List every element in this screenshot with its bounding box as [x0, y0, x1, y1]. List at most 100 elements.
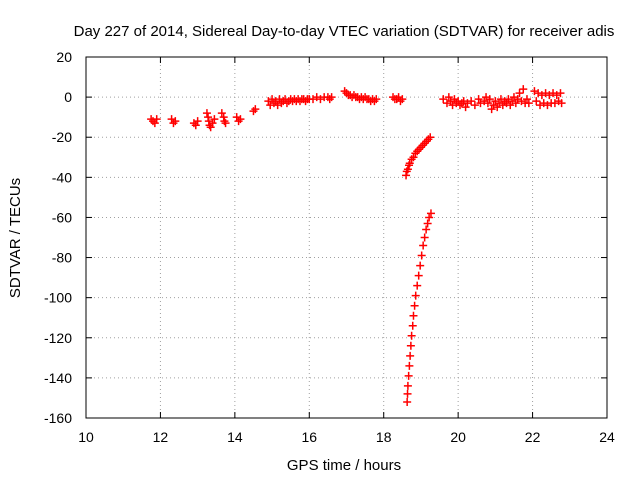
- x-tick-label: 22: [525, 429, 541, 445]
- data-point: [422, 225, 431, 234]
- x-tick-label: 12: [153, 429, 169, 445]
- data-point: [467, 97, 476, 106]
- data-point: [316, 95, 325, 104]
- data-point: [483, 99, 492, 108]
- data-point: [423, 219, 432, 228]
- data-point: [515, 89, 524, 98]
- data-point: [459, 97, 468, 106]
- chart-title: Day 227 of 2014, Sidereal Day-to-day VTE…: [74, 23, 615, 40]
- data-point: [496, 95, 505, 104]
- data-point: [502, 99, 511, 108]
- data-point: [536, 101, 545, 110]
- data-point: [361, 93, 370, 102]
- data-point: [167, 115, 176, 124]
- data-point: [327, 93, 336, 102]
- grid-lines: [86, 57, 607, 418]
- y-tick-label: -100: [44, 290, 72, 306]
- data-point: [541, 89, 550, 98]
- plot-frame: [85, 56, 608, 419]
- data-point: [489, 101, 498, 110]
- data-point: [394, 93, 403, 102]
- data-point: [409, 153, 418, 162]
- y-tick-label: 20: [56, 49, 72, 65]
- data-point: [539, 99, 548, 108]
- data-point: [524, 99, 533, 108]
- x-tick-label: 16: [301, 429, 317, 445]
- data-point: [418, 141, 427, 150]
- data-point: [557, 99, 566, 108]
- data-point: [217, 109, 226, 118]
- data-point: [448, 101, 457, 110]
- data-point: [312, 93, 321, 102]
- data-point: [417, 251, 426, 260]
- data-point: [370, 97, 379, 106]
- x-tick-label: 24: [599, 429, 615, 445]
- y-tick-label: -60: [52, 209, 72, 225]
- data-point: [202, 109, 211, 118]
- data-point: [422, 137, 431, 146]
- data-point: [189, 119, 198, 128]
- data-point: [234, 117, 243, 126]
- data-point: [463, 99, 472, 108]
- data-point: [552, 91, 561, 100]
- data-point: [220, 117, 229, 126]
- data-point: [474, 95, 483, 104]
- y-tick-labels: -160 -140 -120 -100 -80 -60 -40 -20 0 20: [44, 49, 72, 426]
- data-point: [403, 389, 412, 398]
- data-point: [513, 95, 522, 104]
- data-point: [495, 99, 504, 108]
- data-point: [476, 99, 485, 108]
- data-point: [405, 159, 414, 168]
- data-point: [509, 93, 518, 102]
- data-point: [416, 143, 425, 152]
- data-point: [482, 93, 491, 102]
- data-point: [450, 95, 459, 104]
- data-point: [425, 213, 434, 222]
- axis-ticks: [85, 56, 608, 419]
- data-point: [409, 311, 418, 320]
- data-point: [408, 321, 417, 330]
- data-point: [522, 95, 531, 104]
- data-point: [470, 101, 479, 110]
- y-tick-label: -120: [44, 330, 72, 346]
- data-point: [372, 95, 381, 104]
- data-point: [543, 101, 552, 110]
- data-point: [236, 115, 245, 124]
- data-point: [406, 341, 415, 350]
- data-point: [251, 105, 260, 114]
- data-point: [420, 233, 429, 242]
- data-point: [152, 115, 161, 124]
- data-point: [232, 113, 241, 122]
- data-point: [405, 361, 414, 370]
- y-axis-label: SDTVAR / TECUs: [7, 178, 24, 298]
- data-point: [264, 97, 273, 106]
- x-tick-label: 20: [450, 429, 466, 445]
- data-point: [191, 121, 200, 130]
- x-tick-labels: 10 12 14 16 18 20 22 24: [78, 429, 615, 445]
- data-point: [403, 381, 412, 390]
- data-point: [506, 101, 515, 110]
- data-point: [414, 271, 423, 280]
- data-point: [398, 95, 407, 104]
- data-points: [147, 85, 566, 406]
- data-point: [424, 135, 433, 144]
- data-point: [442, 99, 451, 108]
- data-point: [485, 95, 494, 104]
- data-point: [517, 97, 526, 106]
- data-point: [532, 97, 541, 106]
- data-point: [537, 91, 546, 100]
- data-point: [410, 301, 419, 310]
- data-point: [309, 95, 318, 104]
- data-point: [282, 99, 291, 108]
- data-point: [349, 91, 358, 100]
- data-point: [206, 123, 215, 132]
- data-point: [411, 149, 420, 158]
- data-point: [342, 89, 351, 98]
- data-point: [325, 95, 334, 104]
- data-point: [169, 119, 178, 128]
- data-point: [446, 97, 455, 106]
- data-point: [208, 119, 217, 128]
- data-point: [487, 105, 496, 114]
- data-point: [491, 97, 500, 106]
